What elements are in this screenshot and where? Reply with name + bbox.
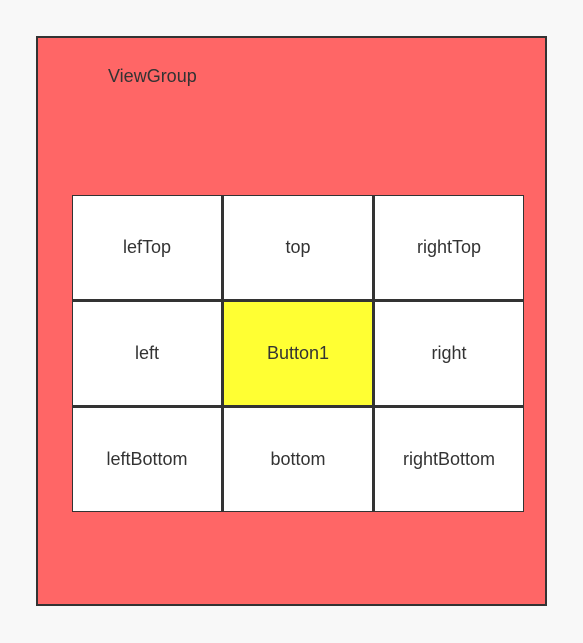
cell-left-top: lefTop <box>73 196 221 299</box>
cell-top: top <box>224 196 372 299</box>
cell-left-bottom: leftBottom <box>73 408 221 511</box>
cell-right-top: rightTop <box>375 196 523 299</box>
viewgroup-label: ViewGroup <box>108 66 197 86</box>
position-grid: lefTop top rightTop left Button1 right l… <box>72 195 524 512</box>
cell-right: right <box>375 302 523 405</box>
cell-left: left <box>73 302 221 405</box>
cell-right-bottom: rightBottom <box>375 408 523 511</box>
cell-bottom: bottom <box>224 408 372 511</box>
button1[interactable]: Button1 <box>224 302 372 405</box>
viewgroup-container: ViewGroup lefTop top rightTop left Butto… <box>36 36 547 606</box>
